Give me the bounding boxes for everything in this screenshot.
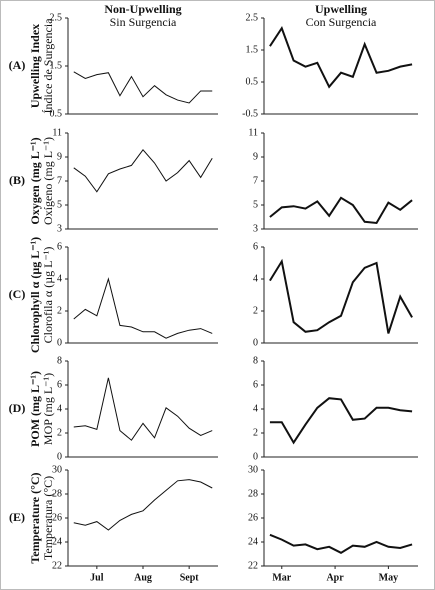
row-letter: (E) [9, 510, 25, 524]
y-tick-label: 5 [253, 199, 258, 210]
data-line [73, 479, 213, 531]
y-tick-label: 24 [248, 536, 258, 547]
row-sublabel: MOP (mg L⁻¹) [41, 373, 55, 445]
column-title: Upwelling [315, 2, 367, 16]
y-tick-label: -0.5 [242, 108, 258, 119]
row-sublabel: Oxígeno (mg L⁻¹) [41, 137, 55, 225]
y-tick-label: 2 [253, 427, 258, 438]
y-tick-label: 2.5 [246, 12, 259, 23]
y-tick-label: 11 [248, 127, 258, 138]
y-tick-label: 22 [52, 560, 62, 571]
row-label: Temperature (°C) [28, 472, 42, 563]
y-tick-label: 5 [57, 199, 62, 210]
row-label: POM (mg L⁻¹) [28, 371, 42, 447]
data-line [269, 26, 413, 89]
x-tick-label: Apr [326, 572, 344, 583]
y-tick-label: 0 [57, 337, 62, 348]
y-tick-label: 6 [253, 241, 258, 252]
y-tick-label: 4 [253, 403, 258, 414]
y-tick-label: 9 [253, 151, 258, 162]
x-tick-label: May [379, 572, 398, 583]
y-tick-label: 2 [57, 427, 62, 438]
y-tick-label: 11 [52, 127, 62, 138]
y-tick-label: 30 [248, 464, 258, 475]
column-subtitle: Con Surgencia [306, 15, 377, 29]
row-letter: (C) [9, 287, 26, 301]
y-tick-label: 2.5 [50, 12, 63, 23]
data-line [73, 71, 213, 104]
y-tick-label: 8 [253, 355, 258, 366]
y-tick-label: 7 [57, 175, 62, 186]
row-letter: (B) [9, 173, 25, 187]
y-tick-label: 24 [52, 536, 62, 547]
data-line [73, 377, 213, 441]
row-letter: (A) [9, 58, 26, 72]
y-tick-label: 22 [248, 560, 258, 571]
y-tick-label: 30 [52, 464, 62, 475]
row-label: Chlorophyll α (µg L⁻¹) [28, 237, 42, 353]
y-tick-label: 0 [253, 337, 258, 348]
y-tick-label: 6 [253, 379, 258, 390]
row-sublabel: Temperatura (°C) [41, 476, 55, 560]
data-line [269, 533, 413, 554]
y-tick-label: 3 [253, 223, 258, 234]
data-line [73, 149, 213, 193]
y-tick-label: 0 [253, 451, 258, 462]
y-tick-label: 9 [57, 151, 62, 162]
y-tick-label: 1.5 [246, 44, 259, 55]
y-tick-label: 4 [253, 273, 258, 284]
y-tick-label: 6 [57, 241, 62, 252]
y-tick-label: 6 [57, 379, 62, 390]
y-tick-label: 0.5 [50, 108, 63, 119]
x-tick-label: Aug [134, 572, 152, 583]
y-tick-label: 8 [57, 355, 62, 366]
y-tick-label: 26 [52, 512, 62, 523]
y-tick-label: 28 [248, 488, 258, 499]
y-tick-label: 4 [57, 403, 62, 414]
y-tick-label: 26 [248, 512, 258, 523]
y-tick-label: 7 [253, 175, 258, 186]
row-sublabel: Índice de Surgencia [41, 18, 55, 114]
y-tick-label: 0 [57, 451, 62, 462]
y-tick-label: 28 [52, 488, 62, 499]
y-tick-label: 0.5 [246, 76, 259, 87]
row-sublabel: Clorofila α (µg L⁻¹) [41, 247, 55, 344]
data-line [269, 397, 413, 445]
y-tick-label: 2 [57, 305, 62, 316]
row-label: Upwelling Index [28, 24, 42, 108]
x-tick-label: Jul [90, 572, 104, 583]
y-tick-label: 2 [253, 305, 258, 316]
data-line [269, 196, 413, 225]
row-label: Oxygen (mg L⁻¹) [28, 137, 42, 224]
y-tick-label: 3 [57, 223, 62, 234]
row-letter: (D) [9, 401, 26, 415]
x-tick-label: Mar [272, 572, 291, 583]
y-tick-label: 4 [57, 273, 62, 284]
column-title: Non-Upwelling [104, 2, 181, 16]
column-subtitle: Sin Surgencia [110, 15, 177, 29]
y-tick-label: 1.5 [50, 60, 63, 71]
data-line [73, 277, 213, 339]
data-line [269, 258, 413, 334]
x-tick-label: Sept [180, 572, 200, 583]
